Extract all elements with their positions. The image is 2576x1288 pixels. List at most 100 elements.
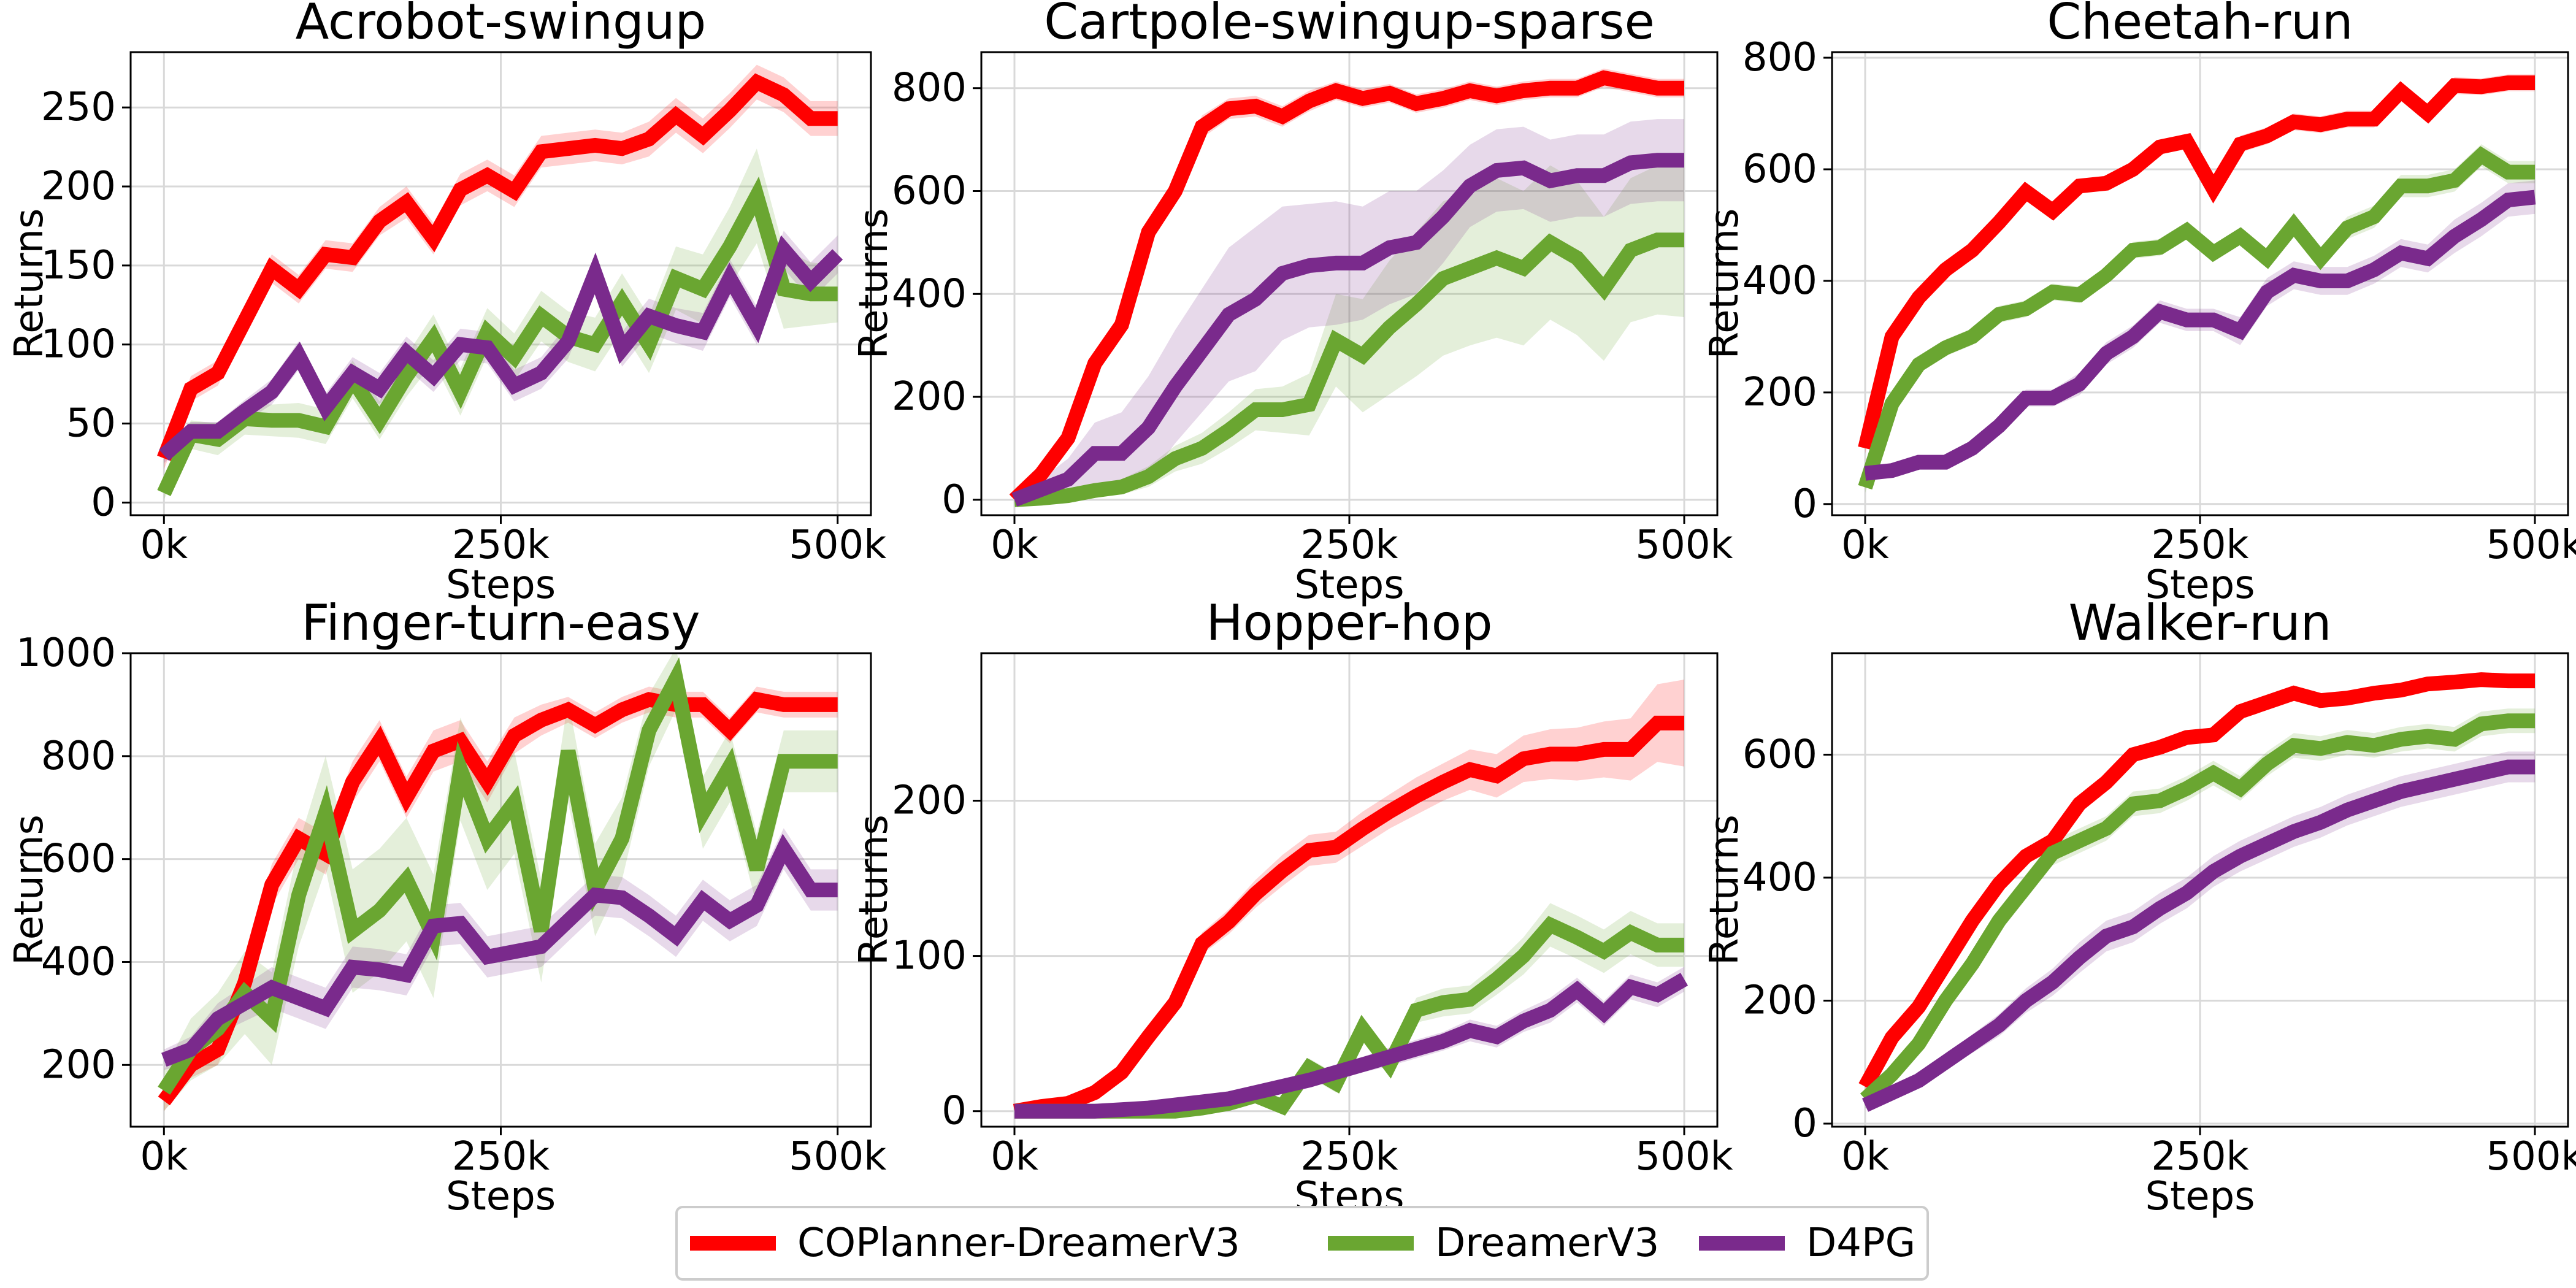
y-tick-label: 400 <box>41 939 116 984</box>
subplot-title: Finger-turn-easy <box>301 594 700 651</box>
subplot: 0k 250k 500k 0 200 400 600 Steps Returns Walker-r… <box>1702 594 2576 1219</box>
subplot: 0k 250k 500k 0 200 400 600 800 Steps Returns Cheet… <box>1702 0 2576 608</box>
y-tick-label: 0 <box>1792 1101 1817 1146</box>
y-axis-label: Returns <box>7 209 52 359</box>
x-axis-label: Steps <box>446 562 556 608</box>
y-tick-label: 600 <box>1742 147 1817 192</box>
y-tick-label: 400 <box>1742 855 1817 900</box>
y-tick-label: 200 <box>1742 978 1817 1023</box>
x-tick-label: 0k <box>1841 523 1889 568</box>
y-tick-label: 200 <box>1742 370 1817 415</box>
y-tick-label: 0 <box>1792 481 1817 527</box>
legend: COPlanner-DreamerV3 DreamerV3 D4PG <box>675 1206 1929 1281</box>
y-tick-label: 50 <box>66 401 116 447</box>
y-axis-label: Returns <box>851 815 897 965</box>
subplot: 0k 250k 500k 200 400 600 800 1000 Steps Returns Fi… <box>7 594 886 1219</box>
x-tick-label: 0k <box>1841 1134 1889 1179</box>
series-line <box>1011 153 1684 507</box>
x-tick-label: 500k <box>789 1134 886 1179</box>
series-group <box>157 64 843 500</box>
subplot-title: Acrobot-swingup <box>296 0 707 50</box>
series-line <box>1858 672 2535 1091</box>
legend-entry: COPlanner-DreamerV3 <box>690 1221 1240 1266</box>
series-group <box>158 653 838 1111</box>
subplot-title: Cartpole-swingup-sparse <box>1044 0 1655 50</box>
y-tick-label: 1000 <box>16 631 116 676</box>
x-tick-label: 250k <box>452 1134 550 1179</box>
y-axis-label: Returns <box>1702 815 1747 965</box>
series-line <box>1014 973 1689 1119</box>
series-line <box>1014 232 1684 507</box>
series-group <box>1009 68 1684 507</box>
y-tick-label: 800 <box>1742 35 1817 80</box>
x-tick-label: 250k <box>2151 1134 2248 1179</box>
series-line <box>1860 713 2535 1105</box>
y-tick-label: 200 <box>892 778 967 823</box>
y-tick-label: 600 <box>1742 732 1817 777</box>
series-band <box>1014 680 1684 1113</box>
legend-frame <box>675 1206 1929 1281</box>
series-group <box>1858 74 2536 493</box>
series-band <box>1014 119 1684 503</box>
y-tick-label: 200 <box>41 164 116 209</box>
subplot: 0k 250k 500k 0 50 100 150 200 250 Steps Returns Acr… <box>7 0 886 608</box>
y-tick-label: 600 <box>41 837 116 882</box>
x-tick-label: 0k <box>140 523 188 568</box>
series-line <box>159 235 843 461</box>
series-line <box>1862 759 2535 1112</box>
y-tick-label: 100 <box>892 933 967 979</box>
x-axis-label: Steps <box>2145 1174 2255 1219</box>
x-axis-label: Steps <box>2145 562 2255 608</box>
y-tick-label: 100 <box>41 322 116 367</box>
legend-label: COPlanner-DreamerV3 <box>797 1221 1240 1266</box>
series-line <box>1864 190 2536 481</box>
x-tick-label: 250k <box>1300 523 1398 568</box>
y-tick-label: 400 <box>1742 258 1817 304</box>
y-tick-label: 800 <box>41 734 116 779</box>
legend-label: DreamerV3 <box>1435 1221 1659 1266</box>
series-line <box>158 691 838 1106</box>
y-tick-label: 400 <box>892 271 967 316</box>
series-group <box>1013 680 1689 1119</box>
series-line <box>1858 75 2535 450</box>
y-tick-label: 200 <box>892 374 967 420</box>
subplot-title: Cheetah-run <box>2047 0 2353 50</box>
series-line <box>1009 70 1684 505</box>
x-tick-label: 250k <box>452 523 550 568</box>
y-tick-label: 800 <box>892 66 967 111</box>
legend-entry: D4PG <box>1699 1221 1915 1266</box>
series-band <box>1014 163 1684 501</box>
x-tick-label: 0k <box>991 1134 1038 1179</box>
y-axis-label: Returns <box>851 209 897 359</box>
series-line <box>1013 715 1684 1119</box>
x-tick-label: 500k <box>789 523 886 568</box>
x-tick-label: 0k <box>140 1134 188 1179</box>
subplot-grid: 0k 250k 500k 0 50 100 150 200 250 Steps Returns Acr… <box>7 0 2576 1219</box>
series-line <box>157 176 838 496</box>
x-tick-label: 250k <box>1300 1134 1398 1179</box>
y-axis-label: Returns <box>7 815 52 965</box>
subplot-title: Walker-run <box>2069 594 2332 651</box>
y-tick-label: 0 <box>941 1089 967 1134</box>
legend-label: D4PG <box>1806 1221 1915 1266</box>
y-tick-label: 200 <box>41 1042 116 1087</box>
series-line <box>161 834 838 1067</box>
x-tick-label: 500k <box>2486 1134 2576 1179</box>
subplot-title: Hopper-hop <box>1206 594 1493 651</box>
y-tick-label: 600 <box>892 169 967 214</box>
x-tick-label: 500k <box>2486 523 2576 568</box>
y-tick-label: 250 <box>41 85 116 130</box>
subplot: 0k 250k 500k 0 200 400 600 800 Steps Returns Cartp… <box>851 0 1733 608</box>
series-line <box>158 657 838 1095</box>
y-tick-label: 0 <box>91 480 116 525</box>
x-tick-label: 500k <box>1635 523 1733 568</box>
series-group <box>1858 672 2535 1112</box>
x-axis-label: Steps <box>446 1174 556 1219</box>
y-axis-label: Returns <box>1702 209 1747 359</box>
series-line <box>157 73 838 461</box>
y-tick-label: 150 <box>41 243 116 288</box>
x-tick-label: 250k <box>2151 523 2248 568</box>
x-tick-label: 500k <box>1635 1134 1733 1179</box>
